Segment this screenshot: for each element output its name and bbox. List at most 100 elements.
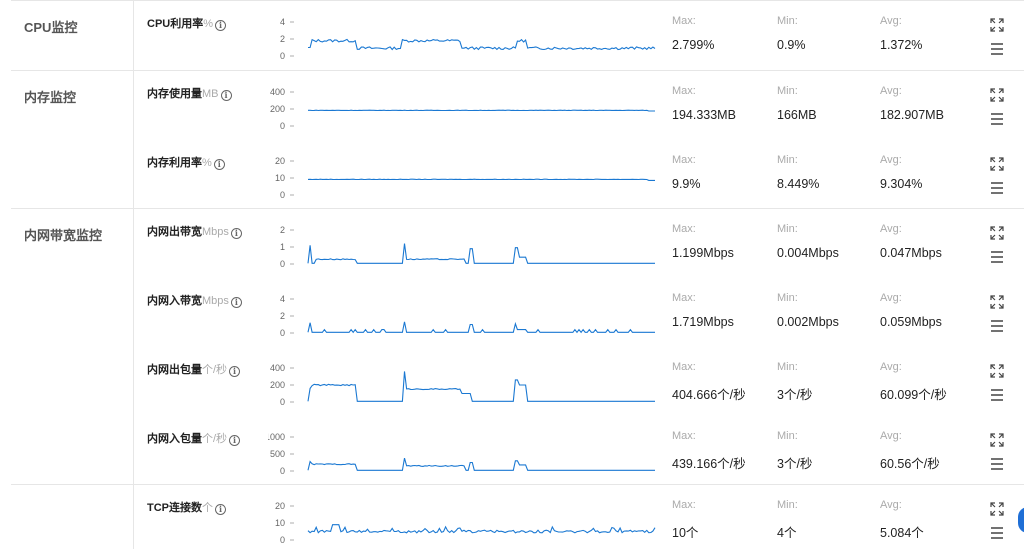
y-tick-label: 200 [270,104,285,114]
info-icon[interactable]: i [229,435,241,446]
stat-label: Min: [777,292,798,304]
y-tick-label: 0 [280,190,285,200]
stat-avg: Avg: 60.099个/秒 [880,346,980,415]
divider [11,0,1024,1]
metric-name: CPU利用率 [147,18,204,30]
y-tick-label: 500 [270,449,285,459]
y-tick-label: 200 [270,380,285,390]
group-title-network: 内网带宽监控 [24,228,103,243]
series-line [308,109,655,112]
stat-min: Min: 4个 [777,484,877,549]
info-icon[interactable]: i [213,159,225,170]
stat-label: Avg: [880,15,902,27]
expand-icon[interactable] [990,18,1004,32]
menu-icon[interactable] [990,388,1004,402]
metric-title: 内网出带宽Mbps i [147,223,242,239]
stat-min: Min: 166MB [777,70,877,139]
stat-min: Min: 3个/秒 [777,346,877,415]
info-icon[interactable]: i [230,297,242,308]
stat-value: 0.047Mbps [880,246,942,260]
stat-value: 0.004Mbps [777,246,839,260]
y-tick-label: 1000 [268,432,285,442]
group-divider [133,0,134,549]
menu-icon[interactable] [990,526,1004,540]
group-title-memory: 内存监控 [24,90,77,105]
metric-row: TCP连接数个 i 20 10 0 Max: 10个 Min: 4个 Avg: 5.084个 [133,484,1024,549]
metric-unit: % [202,157,212,169]
stat-label: Avg: [880,361,902,373]
y-tick-label: 0 [280,535,285,545]
expand-icon[interactable] [990,433,1004,447]
menu-icon[interactable] [990,457,1004,471]
y-tick-label: 10 [275,173,285,183]
series-line [307,524,656,534]
divider [11,70,1024,71]
stat-value: 194.333MB [672,108,736,122]
expand-icon[interactable] [990,157,1004,171]
menu-icon[interactable] [990,250,1004,264]
stat-max: Max: 1.199Mbps [672,208,772,277]
y-tick-label: 0 [280,328,285,338]
divider [11,484,1024,485]
expand-icon[interactable] [990,295,1004,309]
info-icon[interactable]: i [230,228,242,239]
stat-value: 404.666个/秒 [672,388,746,402]
expand-icon[interactable] [990,88,1004,102]
stat-label: Avg: [880,430,902,442]
stat-value: 9.9% [672,177,701,191]
info-icon[interactable]: i [215,20,227,31]
info-icon[interactable]: i [215,504,226,515]
metric-row: 内网入包量个/秒i 1000 500 0 Max: 439.166个/秒 Min: 3个/秒 A… [133,415,1024,484]
series-line [307,243,655,264]
metric-chart: 20 10 0 [275,156,655,200]
stat-label: Min: [777,15,798,27]
metric-chart: 1000 500 0 [268,432,655,476]
metric-unit: 个 [202,502,213,514]
menu-icon[interactable] [990,112,1004,126]
stat-min: Min: 0.004Mbps [777,208,877,277]
stat-avg: Avg: 0.059Mbps [880,277,980,346]
y-tick-label: 400 [270,363,285,373]
series-line [307,178,655,181]
info-icon[interactable]: i [220,90,232,101]
stat-label: Max: [672,430,696,442]
expand-icon[interactable] [990,364,1004,378]
series-line [308,38,656,51]
expand-icon[interactable] [990,226,1004,240]
info-icon[interactable]: i [229,366,241,377]
expand-icon[interactable] [990,502,1004,516]
stat-value: 0.002Mbps [777,315,839,329]
y-tick-label: 2 [280,34,285,44]
metric-title: CPU利用率% i [147,15,227,31]
stat-min: Min: 8.449% [777,139,877,208]
metric-name: 内存利用率 [147,157,202,169]
stat-max: Max: 2.799% [672,0,772,69]
help-float-button[interactable] [1018,507,1024,533]
stat-value: 0.059Mbps [880,315,942,329]
metric-chart: 400 200 0 [270,87,655,131]
y-tick-label: 1 [280,242,285,252]
menu-icon[interactable] [990,42,1004,56]
stat-value: 9.304% [880,177,923,191]
stat-value: 10个 [672,526,699,540]
menu-icon[interactable] [990,181,1004,195]
stat-label: Min: [777,430,798,442]
stat-value: 166MB [777,108,817,122]
stat-label: Avg: [880,499,902,511]
stat-value: 4个 [777,526,797,540]
metric-row: 内网出包量个/秒 i 400 200 0 Max: 404.666个/秒 Min: 3个/秒 Av… [133,346,1024,415]
y-tick-label: 0 [280,397,285,407]
stat-value: 439.166个/秒 [672,457,746,471]
stat-label: Max: [672,154,696,166]
metric-name: 内存使用量 [147,88,202,100]
y-tick-label: 0 [280,259,285,269]
menu-icon[interactable] [990,319,1004,333]
stat-value: 1.719Mbps [672,315,734,329]
stat-value: 3个/秒 [777,457,813,471]
stat-value: 3个/秒 [777,388,813,402]
metric-name: TCP连接数 [147,502,202,514]
group-title-cpu: CPU监控 [24,20,78,35]
stat-label: Max: [672,15,696,27]
stat-avg: Avg: 0.047Mbps [880,208,980,277]
metric-title: 内存利用率% i [147,154,225,170]
